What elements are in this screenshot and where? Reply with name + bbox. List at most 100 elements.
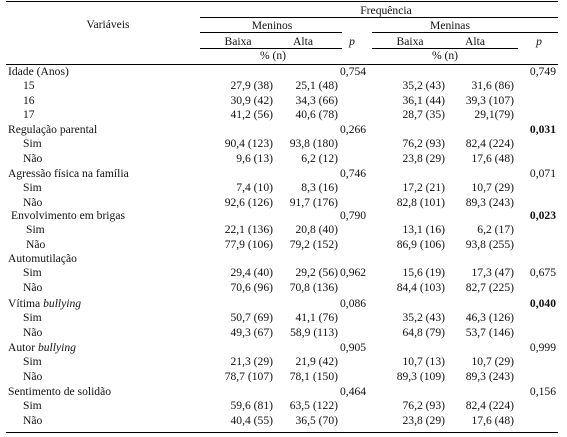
girls-low-value: 36,1 (44) [402, 93, 445, 107]
girls-low-value: 13,1 (16) [402, 223, 445, 237]
girls-high-value: 10,7 (29) [471, 181, 514, 195]
row-label: Não [23, 325, 43, 339]
section-title-text: Idade (Anos) [8, 65, 69, 78]
header-boys-p: p [349, 35, 355, 48]
boys-high-value: 36,5 (70) [295, 413, 338, 427]
row-label: Sim [26, 223, 45, 237]
row-label: 17 [23, 107, 35, 121]
girls-high-value: 6,2 (17) [477, 223, 514, 237]
section-title: Autor bullying [8, 341, 76, 354]
boys-high-value: 78,1 (150) [289, 369, 338, 383]
boys-low-value: 30,9 (42) [230, 93, 273, 107]
girls-low-value: 23,8 (29) [402, 151, 445, 165]
section-title-text: Regulação parental [8, 123, 98, 136]
girls-low-value: 17,2 (21) [402, 181, 445, 195]
girls-low-value: 23,8 (29) [402, 413, 445, 427]
table-top-rule [6, 1, 558, 2]
section-title-text: Sentimento de solidão [8, 385, 112, 398]
girls-low-value: 82,8 (101) [396, 195, 445, 209]
girls-low-value: 76,2 (93) [402, 399, 445, 413]
girls-low-value: 84,4 (103) [396, 280, 445, 294]
boys-high-value: 63,5 (122) [289, 399, 338, 413]
girls-low-value: 64,8 (79) [402, 325, 445, 339]
girls-low-value: 76,2 (93) [402, 137, 445, 151]
boys-p-value: 0,464 [340, 385, 367, 398]
boys-high-value: 25,1 (48) [295, 79, 338, 93]
row-label: 15 [23, 79, 35, 93]
boys-low-value: 21,3 (29) [230, 355, 273, 369]
boys-p-value: 0,746 [340, 167, 367, 180]
table-bottom-rule [6, 432, 558, 433]
boys-high-value: 29,2 (56) [295, 266, 338, 280]
header-girls-rule [372, 32, 558, 33]
boys-high-value: 79,2 (152) [289, 237, 338, 251]
girls-p-value: 0,999 [529, 341, 556, 354]
girls-high-value: 17,6 (48) [471, 413, 514, 427]
header-boys-rule [200, 32, 342, 33]
boys-p-value: 0,790 [340, 209, 367, 222]
header-frequency-rule [200, 17, 558, 18]
boys-low-value: 70,6 (96) [230, 280, 273, 294]
girls-high-value: 46,3 (126) [465, 311, 514, 325]
row-label: Não [23, 369, 43, 383]
girls-high-value: 82,4 (224) [465, 399, 514, 413]
header-variables: Variáveis [86, 18, 130, 31]
boys-low-value: 22,1 (136) [224, 223, 273, 237]
row-label: Sim [23, 266, 42, 280]
boys-high-value: 70,8 (136) [289, 280, 338, 294]
section-title-text: Automutilação [8, 252, 77, 265]
boys-low-value: 77,9 (106) [224, 237, 273, 251]
girls-p-value: 0,031 [529, 123, 556, 136]
girls-p-value: 0,749 [529, 65, 556, 78]
girls-low-value: 28,7 (35) [402, 107, 445, 121]
girls-high-value: 39,3 (107) [465, 93, 514, 107]
boys-high-value: 41,1 (76) [295, 311, 338, 325]
boys-low-value: 59,6 (81) [230, 399, 273, 413]
girls-high-value: 89,3 (243) [465, 195, 514, 209]
boys-high-value: 6,2 (12) [301, 151, 338, 165]
girls-high-value: 10,7 (29) [471, 355, 514, 369]
row-label: Sim [23, 355, 42, 369]
row-label: Não [23, 413, 43, 427]
girls-high-value: 89,3 (243) [465, 369, 514, 383]
girls-p-value: 0,675 [529, 266, 556, 280]
boys-high-value: 8,3 (16) [301, 181, 338, 195]
boys-low-value: 90,4 (123) [224, 137, 273, 151]
row-label: Não [26, 237, 46, 251]
girls-low-value: 35,2 (43) [402, 79, 445, 93]
section-title: Agressão física na família [8, 167, 129, 180]
boys-p-value: 0,266 [340, 123, 367, 136]
row-label: Não [23, 280, 43, 294]
section-title-italic: bullying [43, 297, 82, 310]
girls-low-value: 10,7 (13) [402, 355, 445, 369]
girls-high-value: 17,3 (47) [471, 266, 514, 280]
section-title-text: Autor [8, 341, 38, 354]
girls-high-value: 82,7 (225) [465, 280, 514, 294]
header-girls-rule-2 [372, 48, 518, 49]
girls-high-value: 29,1(79) [474, 107, 514, 121]
header-bottom-rule [6, 64, 558, 65]
row-label: 16 [23, 93, 35, 107]
section-title-text: Agressão física na família [8, 167, 129, 180]
girls-high-value: 17,6 (48) [471, 151, 514, 165]
header-boys-rule-2 [200, 48, 342, 49]
girls-low-value: 86,9 (106) [396, 237, 445, 251]
girls-low-value: 35,2 (43) [402, 311, 445, 325]
girls-p-value: 0,071 [529, 167, 556, 180]
boys-p-value: 0,754 [340, 65, 367, 78]
girls-low-value: 89,3 (109) [396, 369, 445, 383]
row-label: Sim [23, 181, 42, 195]
header-boys: Meninos [251, 19, 293, 32]
boys-high-value: 20,8 (40) [295, 223, 338, 237]
girls-p-value: 0,023 [529, 209, 556, 222]
section-title-text: Envolvimento em brigas [11, 209, 125, 222]
section-title-text: Vítima [8, 297, 44, 310]
boys-high-value: 58,9 (113) [290, 325, 338, 339]
row-label: Não [23, 151, 43, 165]
boys-low-value: 41,2 (56) [230, 107, 273, 121]
boys-low-value: 27,9 (38) [230, 79, 273, 93]
boys-low-value: 50,7 (69) [230, 311, 273, 325]
boys-low-value: 40,4 (55) [230, 413, 273, 427]
row-label: Sim [23, 137, 42, 151]
row-label: Não [23, 195, 43, 209]
